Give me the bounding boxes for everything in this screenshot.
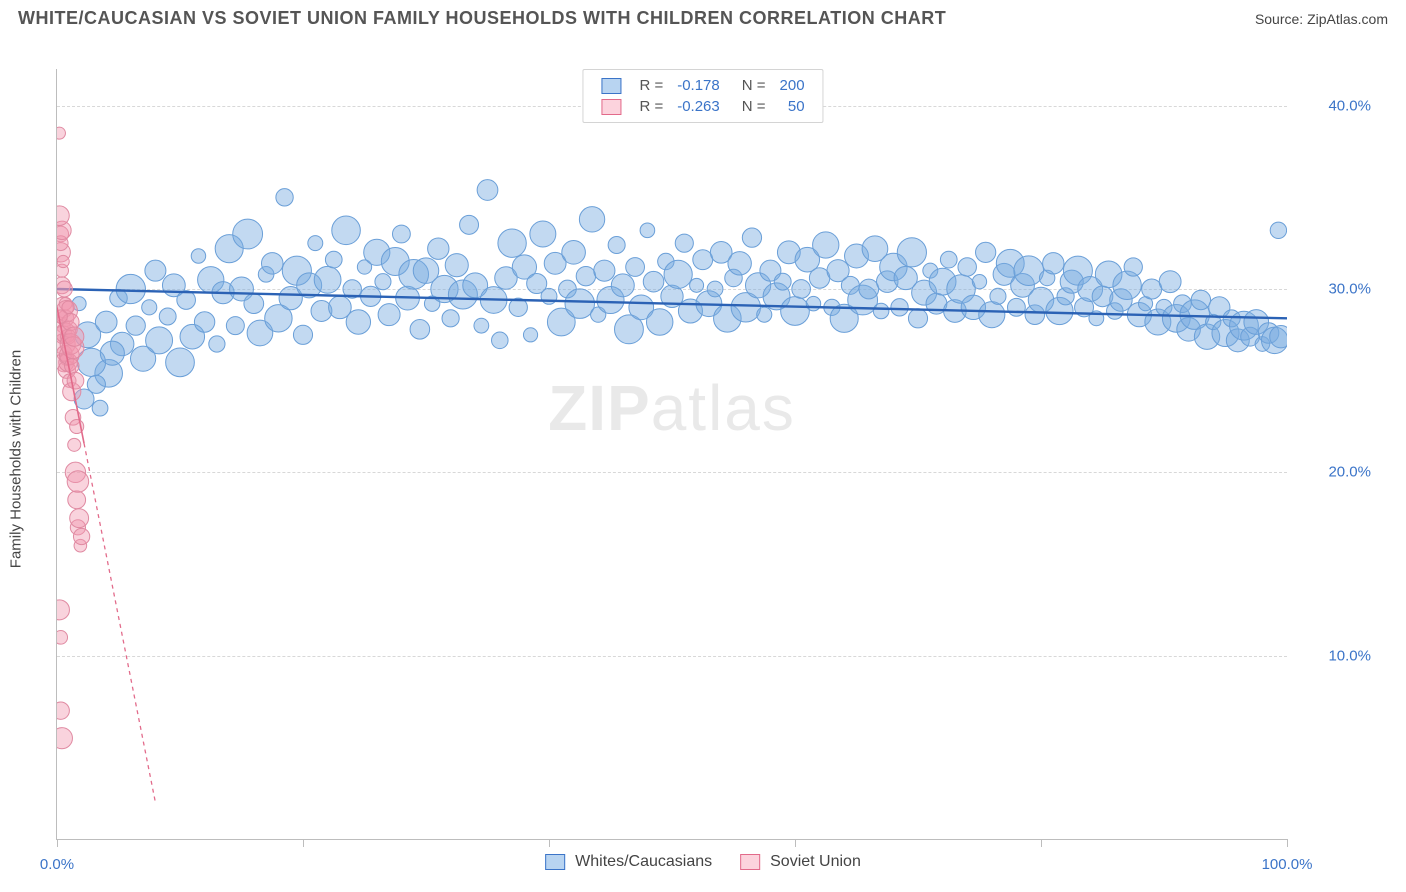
y-tick-label: 30.0% [1301, 281, 1371, 298]
x-tick-label: 100.0% [1262, 856, 1313, 873]
y-tick-label: 10.0% [1301, 647, 1371, 664]
chart-svg [57, 69, 1287, 839]
y-tick-label: 20.0% [1301, 464, 1371, 481]
legend-correlation: R =-0.178N =200R =-0.263N =50 [582, 69, 823, 123]
y-tick-label: 40.0% [1301, 97, 1371, 114]
legend-series: Whites/Caucasians Soviet Union [537, 851, 869, 873]
x-tick-label: 0.0% [40, 856, 74, 873]
legend-item: Whites/Caucasians [545, 853, 712, 871]
chart-title: WHITE/CAUCASIAN VS SOVIET UNION FAMILY H… [18, 8, 946, 29]
legend-item: Soviet Union [740, 853, 861, 871]
plot-area: ZIPatlas 10.0%20.0%30.0%40.0%0.0%100.0% [56, 69, 1287, 840]
chart-source: Source: ZipAtlas.com [1255, 11, 1388, 27]
source-prefix: Source: [1255, 11, 1307, 27]
y-axis-label: Family Households with Children [8, 350, 25, 568]
source-name: ZipAtlas.com [1307, 11, 1388, 27]
chart-header: WHITE/CAUCASIAN VS SOVIET UNION FAMILY H… [0, 0, 1406, 33]
plot-wrapper: Family Households with Children R =-0.17… [0, 33, 1406, 885]
